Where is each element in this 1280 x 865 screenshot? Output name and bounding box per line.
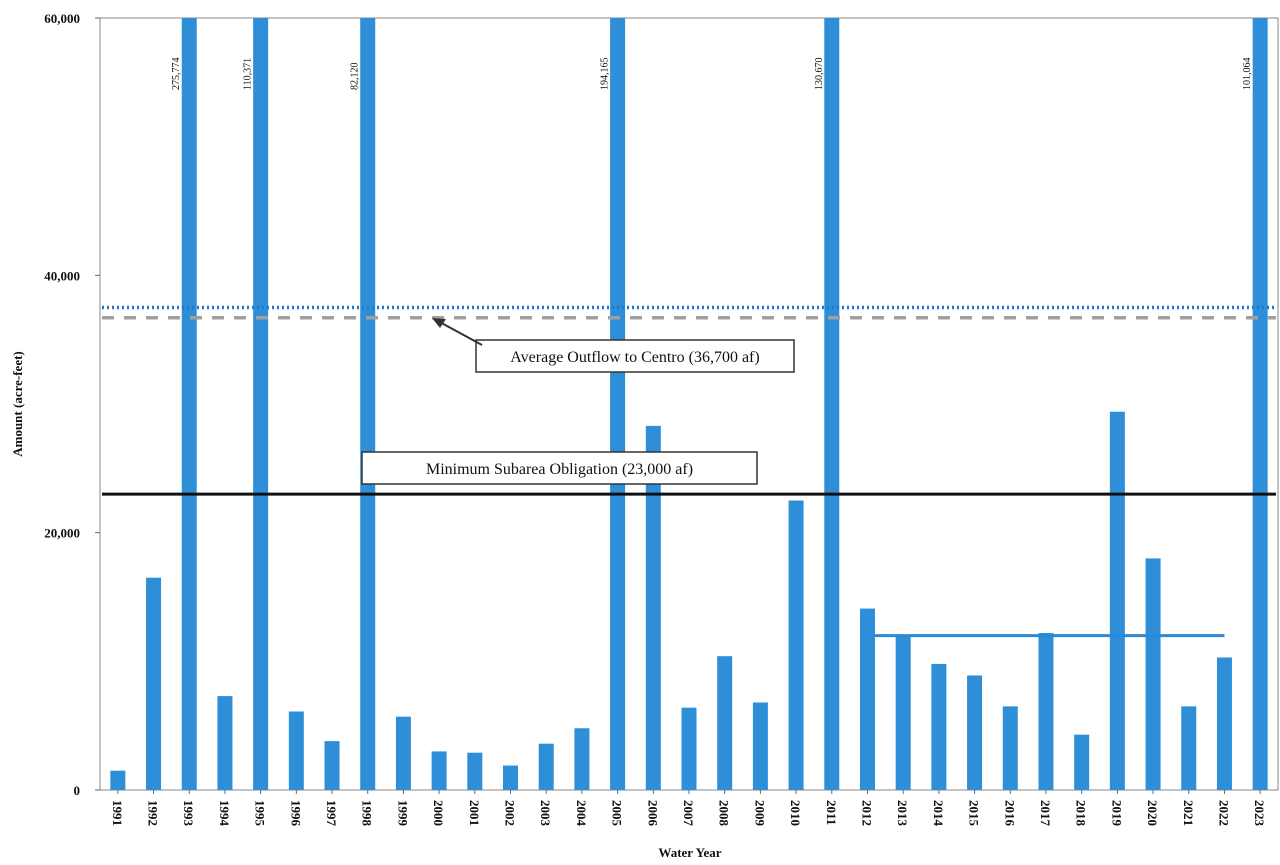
value-label: 110,371 xyxy=(243,58,254,90)
bar xyxy=(1181,706,1197,790)
bar xyxy=(253,18,269,790)
value-label: 82,120 xyxy=(350,63,361,91)
x-tick-label: 2016 xyxy=(1002,800,1017,827)
y-tick-label: 40,000 xyxy=(44,268,80,283)
x-tick-label: 2008 xyxy=(717,800,732,827)
x-tick-label: 2004 xyxy=(574,800,589,827)
x-tick-label: 2022 xyxy=(1216,800,1231,826)
bar xyxy=(895,635,911,790)
annotation: Average Outflow to Centro (36,700 af) xyxy=(510,349,759,366)
bar xyxy=(1109,411,1125,790)
x-tick-label: 1994 xyxy=(217,800,232,827)
x-tick-label: 2009 xyxy=(752,800,767,827)
value-label: 275,774 xyxy=(171,58,182,91)
bar xyxy=(967,675,983,790)
x-tick-label: 1999 xyxy=(395,800,410,827)
bar xyxy=(110,770,126,790)
bar xyxy=(645,425,661,790)
plot-frame xyxy=(99,17,1279,791)
bar xyxy=(538,743,554,790)
bar xyxy=(217,696,233,790)
bar xyxy=(1074,734,1090,790)
x-tick-label: 2000 xyxy=(431,800,446,826)
x-tick-label: 1995 xyxy=(253,800,268,827)
x-tick-label: 2006 xyxy=(645,800,660,827)
value-label: 101,064 xyxy=(1242,58,1253,91)
bar xyxy=(1002,706,1018,790)
bar xyxy=(610,18,626,790)
bar xyxy=(1038,633,1054,790)
x-tick-label: 1993 xyxy=(181,800,196,827)
bar xyxy=(181,18,197,790)
x-tick-label: 2013 xyxy=(895,800,910,827)
x-tick-label: 1998 xyxy=(360,800,375,827)
y-tick-label: 60,000 xyxy=(44,11,80,26)
x-tick-label: 2021 xyxy=(1181,800,1196,826)
annotation: Minimum Subarea Obligation (23,000 af) xyxy=(426,461,693,478)
x-tick-label: 2011 xyxy=(824,800,839,825)
x-tick-label: 2012 xyxy=(859,800,874,826)
bar xyxy=(360,18,376,790)
annotation-box xyxy=(361,451,758,485)
bar xyxy=(146,577,162,790)
bar xyxy=(574,728,590,790)
x-axis-label: Water Year xyxy=(658,845,721,860)
x-tick-label: 2018 xyxy=(1074,800,1089,827)
bar xyxy=(1216,657,1232,790)
y-tick-label: 0 xyxy=(74,783,81,798)
arrow-head xyxy=(432,318,446,328)
value-label: 194,165 xyxy=(600,58,611,91)
x-tick-label: 2002 xyxy=(503,800,518,826)
x-tick-label: 1991 xyxy=(110,800,125,826)
bar xyxy=(1252,18,1268,790)
bar xyxy=(467,752,483,790)
x-tick-label: 2005 xyxy=(610,800,625,827)
bar xyxy=(931,663,947,790)
value-label: 130,670 xyxy=(814,58,825,91)
bar xyxy=(503,765,519,790)
x-tick-label: 2015 xyxy=(967,800,982,827)
bar xyxy=(752,702,768,790)
arrow xyxy=(435,319,483,346)
bar xyxy=(717,656,733,790)
x-tick-label: 2019 xyxy=(1109,800,1124,827)
y-tick-label: 20,000 xyxy=(44,526,80,541)
x-tick-label: 1997 xyxy=(324,800,339,827)
annotation-box xyxy=(475,339,795,373)
y-axis-label: Amount (acre-feet) xyxy=(10,351,25,457)
x-tick-label: 2007 xyxy=(681,800,696,827)
bar xyxy=(681,707,697,790)
x-tick-label: 1996 xyxy=(288,800,303,827)
bar xyxy=(395,716,411,790)
bar xyxy=(1145,558,1161,790)
x-tick-label: 2001 xyxy=(467,800,482,826)
x-tick-label: 1992 xyxy=(146,800,161,826)
x-tick-label: 2010 xyxy=(788,800,803,826)
bar xyxy=(288,711,304,790)
x-tick-label: 2017 xyxy=(1038,800,1053,827)
bar xyxy=(788,500,804,790)
bar xyxy=(431,751,447,790)
bar xyxy=(859,608,875,790)
x-tick-label: 2023 xyxy=(1252,800,1267,827)
x-tick-label: 2020 xyxy=(1145,800,1160,826)
x-tick-label: 2003 xyxy=(538,800,553,827)
x-tick-label: 2014 xyxy=(931,800,946,827)
bar xyxy=(324,741,340,790)
bar xyxy=(824,18,840,790)
